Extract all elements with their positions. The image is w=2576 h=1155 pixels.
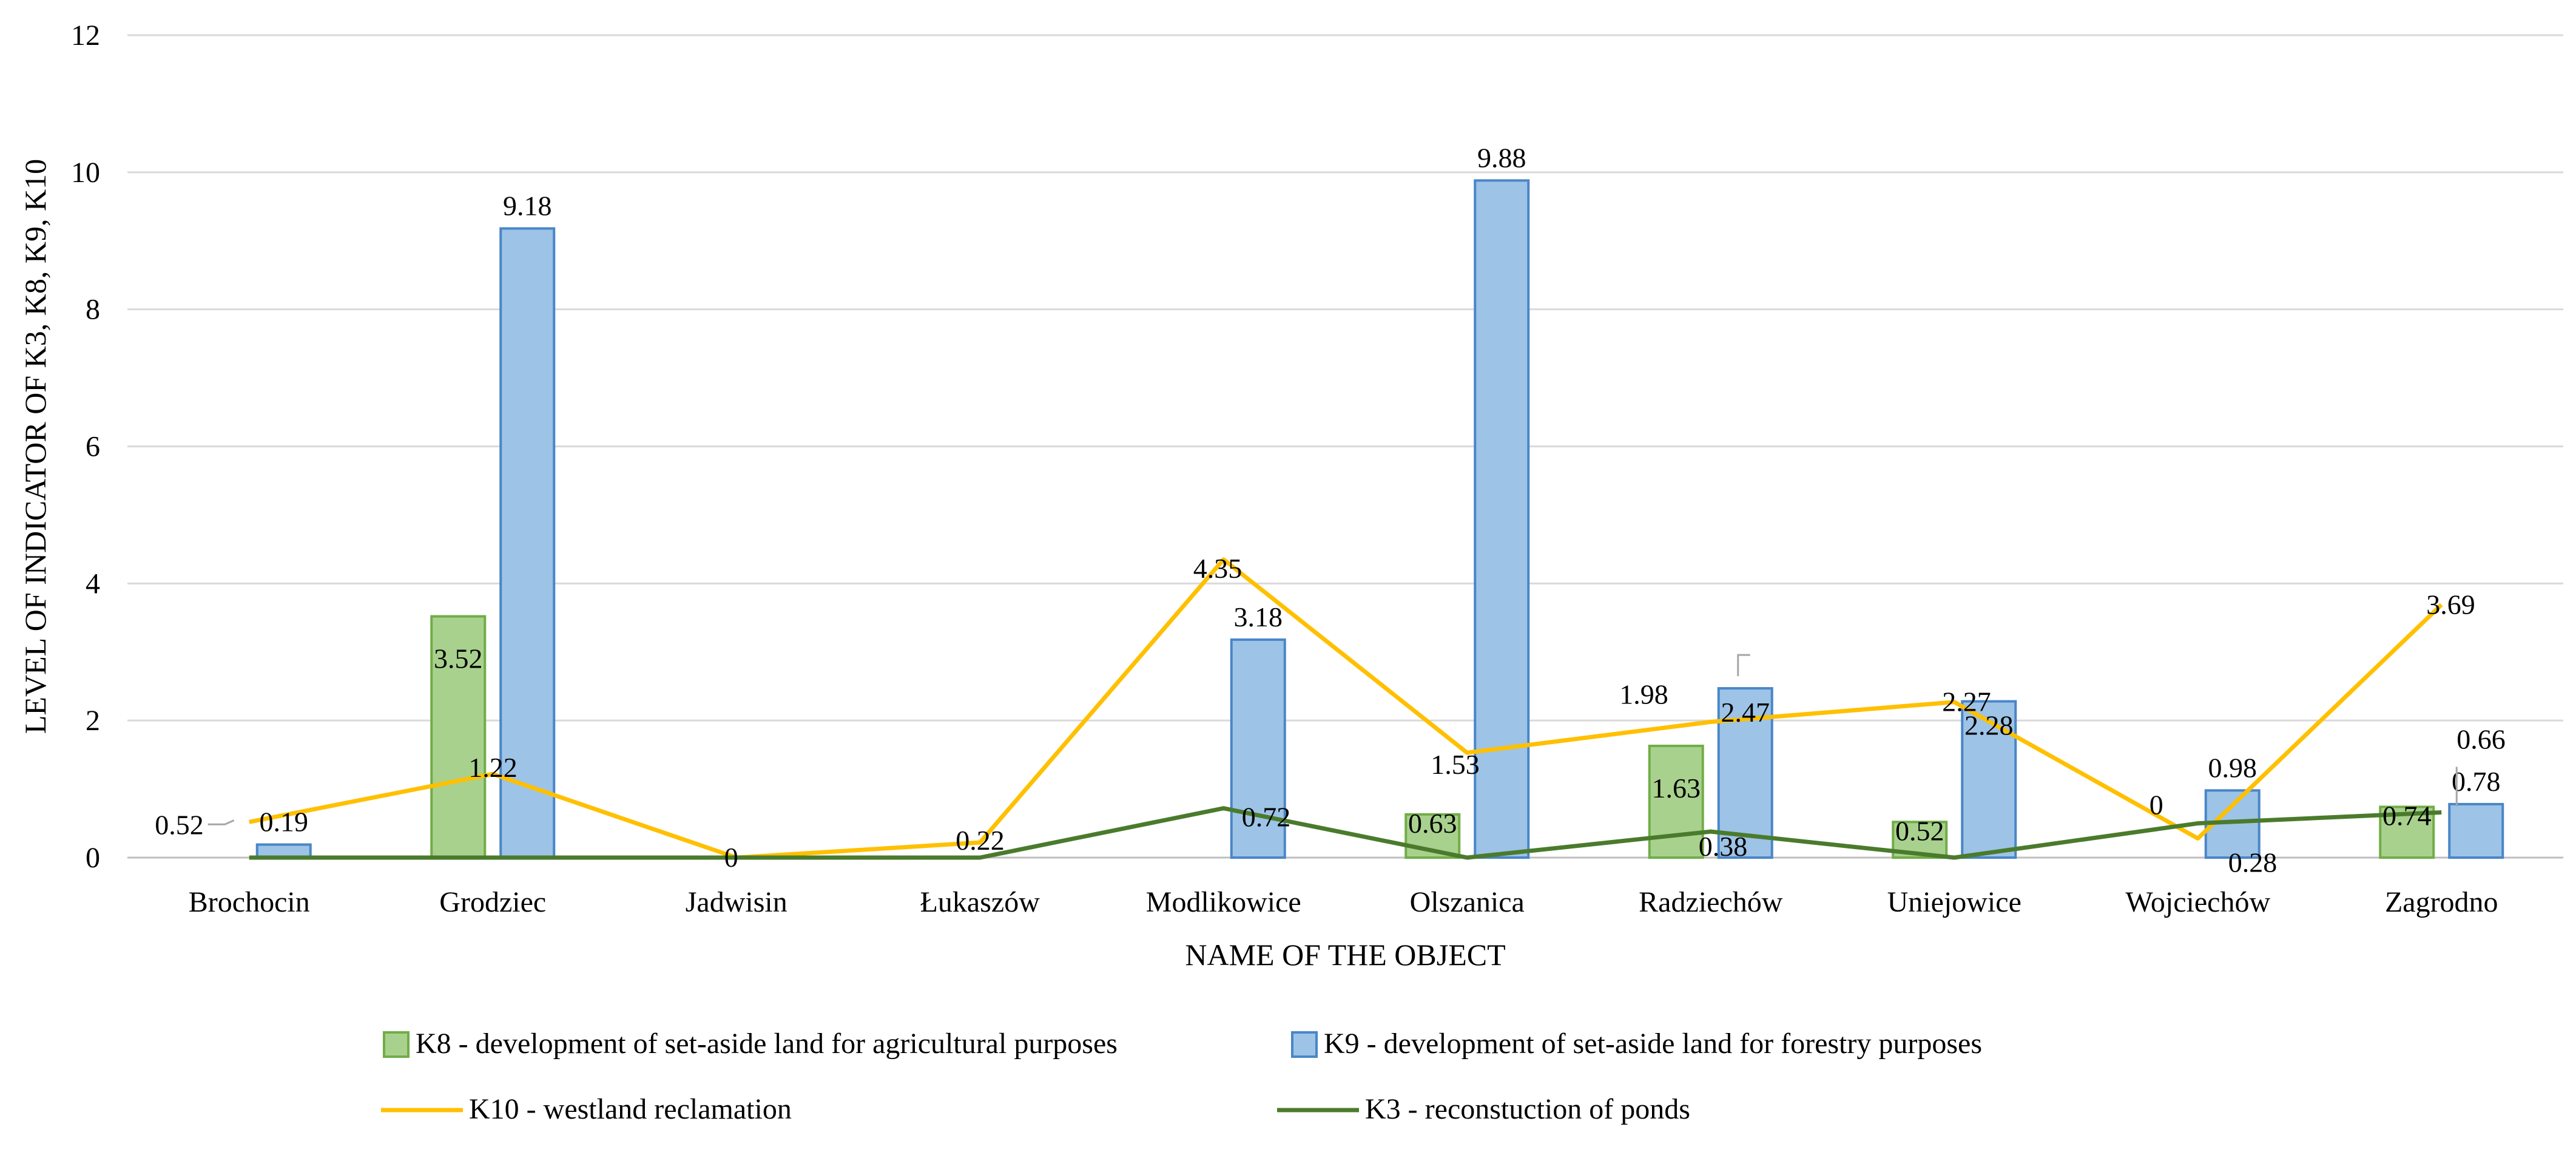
data-label-k3: 0	[2149, 790, 2163, 821]
data-label-k10: 3.69	[2426, 589, 2475, 620]
y-axis-title: LEVEL OF INDICATOR OF K3, K8, K9, K10	[18, 159, 52, 734]
data-label-k10: 1.53	[1431, 749, 1480, 780]
bar-k8	[430, 615, 487, 859]
x-category-label: Uniejowice	[1887, 886, 2021, 918]
legend: K8 - development of set-aside land for a…	[381, 1028, 1982, 1125]
data-label-k9: 0.19	[260, 807, 309, 838]
data-label-k10: 4.35	[1193, 553, 1242, 584]
legend-label-k10: K10 - westland reclamation	[469, 1093, 792, 1125]
data-labels: 3.52 0.63 1.63 0.52 0.74 0.19 9.18 3.18 9.88 2.47…	[155, 142, 2506, 878]
data-label-k10: 0	[724, 842, 738, 873]
data-label-k9: 9.18	[503, 190, 552, 221]
data-label-k9: 3.18	[1234, 601, 1283, 632]
data-label-k9: 2.28	[1964, 710, 2014, 741]
y-tick-label: 4	[86, 567, 100, 600]
data-label-k8: 3.52	[434, 643, 483, 674]
legend-label-k3: K3 - reconstuction of ponds	[1365, 1093, 1690, 1125]
x-category-label: Zagrodno	[2385, 886, 2498, 918]
bar-k9	[1230, 638, 1286, 859]
data-label-k10: 1.98	[1619, 679, 1668, 710]
data-label-k10: 2.27	[1942, 686, 1991, 717]
y-axis-ticks: 0 2 4 6 8 10 12	[71, 19, 100, 874]
data-label-k3: 0.66	[2456, 723, 2506, 754]
legend-swatch-k9	[1291, 1031, 1318, 1058]
x-axis-title: NAME OF THE OBJECT	[1185, 938, 1505, 972]
data-label-k10: 0.28	[2228, 847, 2278, 878]
leader-line	[207, 819, 235, 825]
x-category-label: Jadwisin	[686, 886, 787, 918]
y-tick-label: 2	[86, 705, 100, 737]
y-tick-label: 10	[71, 157, 100, 189]
data-label-k9: 0.78	[2452, 766, 2501, 797]
data-label-k3: 0.38	[1699, 831, 1748, 862]
series-lines	[249, 557, 2443, 860]
x-category-label: Modlikowice	[1146, 886, 1301, 918]
bar-k9	[1961, 700, 2017, 859]
y-tick-label: 6	[86, 431, 100, 463]
bar-k9	[499, 227, 556, 859]
legend-label-k9: K9 - development of set-aside land for f…	[1324, 1028, 1982, 1060]
data-label-k8: 0.74	[2382, 800, 2432, 831]
x-category-label: Radziechów	[1639, 886, 1783, 918]
data-label-k9: 0.98	[2208, 752, 2257, 783]
x-category-label: Brochocin	[189, 886, 310, 918]
data-label-k10: 0.52	[155, 809, 204, 840]
data-label-k10: 0.22	[956, 825, 1005, 856]
y-tick-label: 0	[86, 842, 100, 874]
bar-k8	[1404, 813, 1461, 859]
x-category-label: Olszanica	[1410, 886, 1525, 918]
x-axis-categories: Brochocin Grodziec Jadwisin Łukaszów Modliko…	[189, 886, 2498, 918]
line-k10	[249, 557, 2443, 860]
data-label-k9: 9.88	[1477, 142, 1526, 173]
bar-k9	[1474, 179, 1530, 859]
x-category-label: Łukaszów	[920, 886, 1040, 918]
data-label-k9: 2.47	[1721, 697, 1770, 728]
data-label-k8: 0.52	[1895, 815, 1944, 846]
leader-line	[1737, 654, 1750, 677]
data-label-k10: 1.22	[468, 752, 518, 783]
y-tick-label: 12	[71, 19, 100, 52]
gridlines	[127, 34, 2563, 859]
x-category-label: Wojciechów	[2125, 886, 2270, 918]
bars	[255, 179, 2504, 859]
data-label-k8: 0.63	[1408, 808, 1457, 839]
line-k3	[249, 806, 2442, 860]
x-category-label: Grodziec	[439, 886, 546, 918]
legend-swatch-k8	[383, 1031, 410, 1058]
data-label-k8: 1.63	[1652, 773, 1701, 804]
y-tick-label: 8	[86, 294, 100, 326]
legend-label-k8: K8 - development of set-aside land for a…	[416, 1028, 1118, 1060]
bar-k9	[2448, 802, 2504, 859]
data-label-k3: 0.72	[1242, 802, 1291, 833]
